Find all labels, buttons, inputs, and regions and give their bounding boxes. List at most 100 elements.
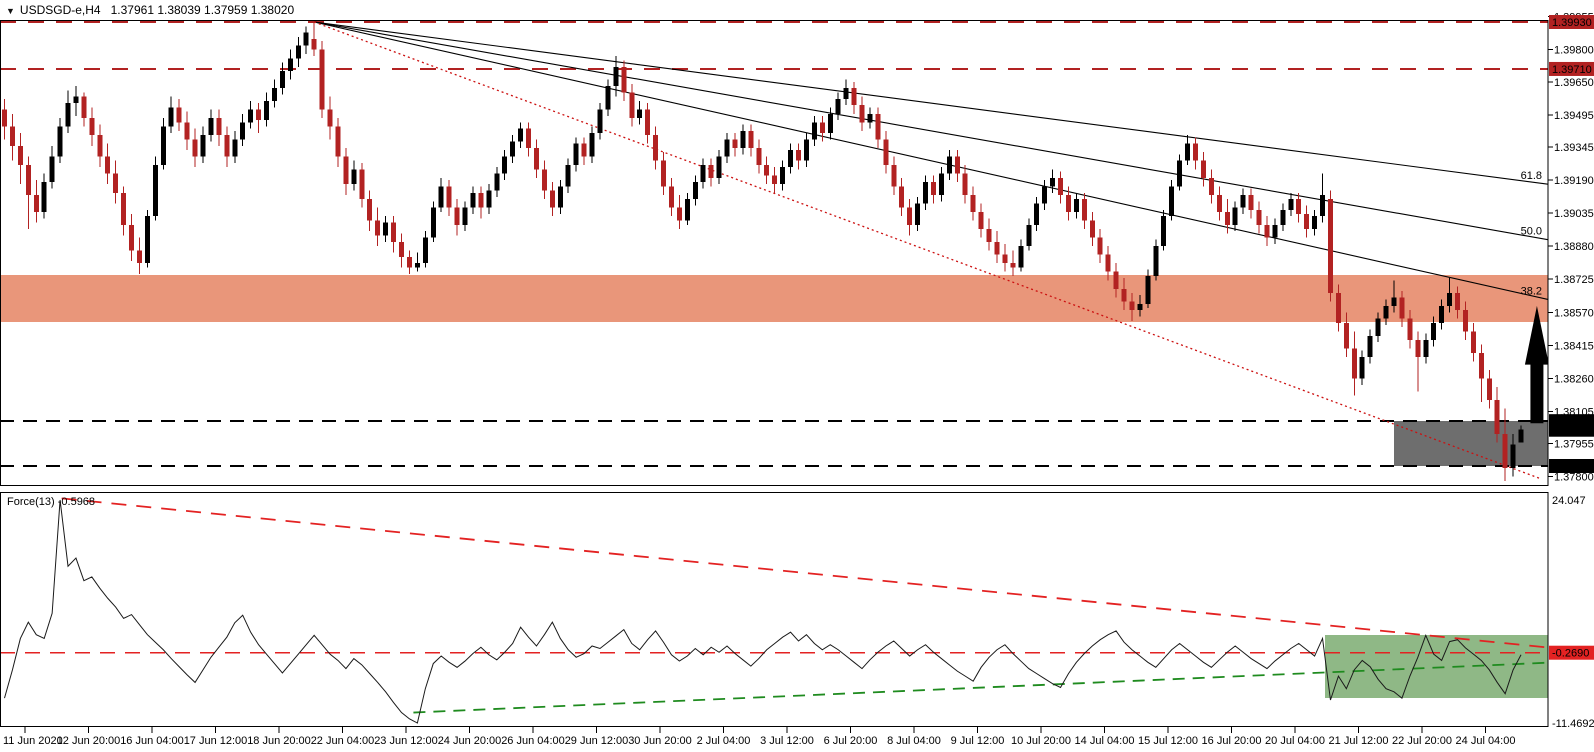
candle-body	[1518, 429, 1524, 443]
candle-body	[1208, 177, 1214, 195]
candle-body	[803, 139, 809, 161]
candle-body	[1423, 340, 1429, 358]
time-axis-label: 9 Jul 12:00	[951, 735, 1005, 747]
candle-body	[216, 118, 222, 136]
time-axis-label: 30 Jun 20:00	[628, 735, 692, 747]
time-axis-label: 10 Jul 20:00	[1011, 735, 1071, 747]
candle-body	[875, 113, 881, 140]
candle-body	[1502, 433, 1508, 469]
up-arrow[interactable]	[1524, 305, 1549, 424]
indicator-panel-border	[0, 492, 1549, 727]
indicator-panel	[0, 497, 1549, 724]
candle-body	[486, 190, 492, 208]
candle-body	[946, 156, 952, 174]
price-axis-label: 1.38880	[1554, 241, 1594, 253]
candle-body	[1232, 207, 1238, 225]
candle-body	[708, 165, 714, 178]
candle-body	[780, 167, 786, 185]
candle-body	[1185, 143, 1191, 161]
candle-body	[256, 109, 262, 121]
candle-body	[589, 132, 595, 157]
indicator-max-label: 24.047	[1552, 495, 1586, 507]
candle-body	[621, 66, 627, 93]
time-axis-label: 6 Jul 20:00	[824, 735, 878, 747]
indicator-red-trendline[interactable]	[61, 497, 1549, 649]
indicator-axis: 24.047 -11.4692 -0.2690	[1549, 495, 1594, 730]
candle-body	[248, 109, 254, 123]
candle-body	[1018, 246, 1024, 268]
price-axis: 1.399551.399301.398001.397101.396501.394…	[1548, 12, 1594, 484]
candle-body	[1280, 209, 1286, 225]
candle-body	[1455, 293, 1461, 311]
fib-fan-line[interactable]	[314, 21, 1548, 185]
price-axis-label: 1.39190	[1554, 175, 1594, 187]
candle-body	[986, 229, 992, 242]
candle-body	[1359, 357, 1365, 379]
candle-body	[470, 192, 476, 208]
candle-body	[1145, 276, 1151, 304]
candle-body	[1327, 199, 1333, 294]
candle-body	[367, 199, 373, 221]
price-axis-label: 1.38260	[1554, 373, 1594, 385]
candle-body	[454, 207, 460, 225]
candle-body	[1343, 322, 1349, 349]
candle-body	[9, 126, 15, 146]
candle-body	[724, 139, 730, 157]
down-trendline[interactable]	[313, 21, 1542, 480]
candle-body	[645, 109, 651, 136]
candle-body	[1081, 199, 1087, 221]
candle-body	[136, 250, 142, 264]
indicator-green-trendline[interactable]	[413, 661, 1548, 714]
price-tag-label: 1.39930	[1552, 17, 1592, 29]
symbol-dropdown-icon[interactable]: ▼	[6, 6, 15, 16]
candle-body	[1447, 293, 1453, 306]
time-axis-label: 29 Jun 12:00	[565, 735, 629, 747]
candle-body	[160, 126, 166, 166]
time-axis-label: 26 Jun 04:00	[501, 735, 565, 747]
candle-body	[113, 173, 119, 193]
candle-body	[597, 109, 603, 133]
price-axis-label: 1.37955	[1554, 439, 1594, 451]
candle-body	[1042, 186, 1048, 204]
candle-body	[1169, 186, 1175, 217]
candle-body	[152, 165, 158, 217]
candle-body	[930, 182, 936, 195]
fib-fan-line[interactable]	[314, 21, 1548, 241]
candle-body	[629, 92, 635, 119]
candle-body	[168, 107, 174, 127]
candle-body	[1407, 318, 1413, 341]
time-axis-label: 24 Jul 04:00	[1456, 735, 1516, 747]
demand-box	[1394, 421, 1548, 466]
candle-body	[581, 143, 587, 157]
candle-body	[1065, 194, 1071, 212]
price-axis-label: 1.37800	[1554, 472, 1594, 484]
price-axis-label: 1.39800	[1554, 45, 1594, 57]
candle-body	[1105, 254, 1111, 272]
candle-body	[1177, 160, 1183, 187]
candle-body	[311, 39, 317, 50]
candle-body	[1129, 301, 1135, 311]
candle-body	[1089, 220, 1095, 238]
candle-body	[351, 169, 357, 185]
fib-fan-line[interactable]	[314, 21, 1548, 301]
candle-body	[819, 122, 825, 133]
candle-body	[899, 186, 905, 208]
time-axis-label: 20 Jul 04:00	[1265, 735, 1325, 747]
price-tag-black	[1549, 458, 1594, 473]
candle-body	[105, 156, 111, 174]
candle-body	[2, 109, 7, 127]
candle-body	[430, 207, 436, 238]
candle-body	[327, 109, 333, 127]
candle-body	[1248, 194, 1254, 210]
price-tag-label: 1.39710	[1552, 64, 1592, 76]
time-axis-label: 23 Jun 12:00	[374, 735, 438, 747]
candle-body	[1391, 297, 1397, 306]
price-panel-border	[0, 20, 1549, 486]
candle-body	[232, 139, 238, 157]
time-axis-label: 22 Jul 20:00	[1392, 735, 1452, 747]
candle-body	[502, 156, 508, 174]
candle-body	[510, 141, 516, 157]
